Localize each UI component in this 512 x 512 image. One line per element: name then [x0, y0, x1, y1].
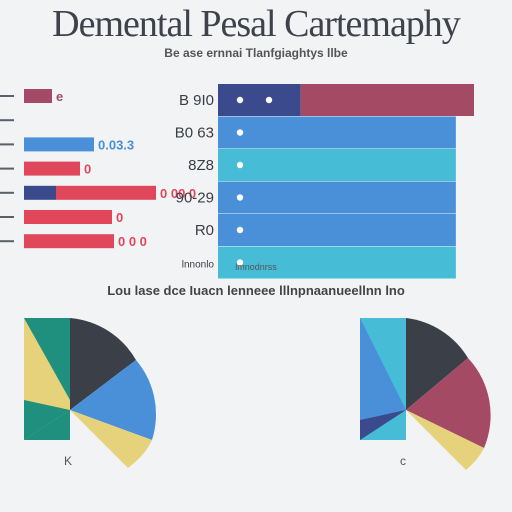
pie-slice	[360, 410, 406, 440]
left-bar-chart: e 0.03.3 0 0 00 0 0 0 0 0	[0, 89, 196, 249]
left-bar	[50, 234, 114, 249]
pie-block-wedge	[24, 318, 70, 400]
right-bar-segment	[300, 84, 474, 116]
pie-slice	[406, 410, 484, 470]
left-bar-value-label: 0 0 0	[118, 234, 147, 249]
right-bar	[218, 181, 456, 214]
right-bar-marker	[236, 259, 244, 266]
left-pie-label: K	[64, 454, 73, 468]
left-bar-value-label: e	[56, 89, 63, 104]
pie-slice	[70, 318, 136, 410]
left-bar-value-label: 0.03.3	[98, 137, 134, 152]
page-subtitle: Be ase ernnai Tlanfgiaghtys llbe	[164, 46, 348, 60]
left-bar-tick	[0, 143, 14, 146]
left-bar	[24, 210, 112, 224]
right-bar-marker	[265, 96, 273, 104]
right-bar-chart: B 9I0 B0 63 8Z8 90-29 R0 lnnonlo	[175, 84, 474, 279]
left-bar	[24, 137, 94, 152]
left-bar-tick	[0, 119, 14, 122]
left-bar	[24, 89, 52, 103]
right-bar	[218, 214, 456, 246]
pie-slice	[406, 358, 491, 448]
left-bar-value-label: 0 00 0	[160, 186, 196, 201]
left-bar-segment	[24, 185, 56, 200]
pie-slice	[70, 410, 152, 468]
left-bar-segment	[24, 234, 50, 249]
chart-caption: lmnodnrss	[235, 262, 277, 272]
right-bar-marker	[236, 226, 244, 234]
pie-block-wedge	[360, 318, 406, 410]
right-bar-marker	[236, 96, 244, 104]
right-bar-marker	[236, 194, 244, 201]
right-bar	[218, 246, 456, 279]
right-bar	[218, 116, 456, 149]
right-bar-category-label: B 9I0	[179, 92, 214, 109]
left-bar-tick	[0, 191, 14, 194]
pie-slice	[406, 318, 468, 410]
left-bar-tick	[0, 167, 14, 170]
left-bar-tick	[0, 95, 14, 97]
left-bar-tick	[0, 216, 14, 218]
right-bar-category-label: 90-29	[176, 190, 214, 207]
left-bar-value-label: 0	[84, 162, 91, 177]
right-bar	[218, 149, 456, 181]
right-bar-category-label: B0 63	[175, 125, 214, 142]
right-bar-category-label: lnnonlo	[182, 260, 215, 271]
pies-caption: Lou lase dce Iuacn lenneee lllnpnaanueel…	[107, 283, 405, 298]
right-pie-chart	[360, 318, 491, 470]
page-title: Demental Pesal Cartemaphy	[52, 3, 461, 45]
left-bar-value-label: 0	[116, 210, 123, 225]
right-bar-category-label: R0	[195, 222, 214, 239]
right-bar	[218, 84, 301, 116]
right-bar-category-label: 8Z8	[188, 157, 214, 174]
left-bar	[24, 161, 80, 176]
right-bar-marker	[236, 129, 244, 136]
left-bar	[56, 185, 156, 200]
pie-slice	[70, 360, 156, 440]
left-bar-tick	[0, 240, 14, 243]
right-bar-marker	[236, 161, 244, 169]
left-pie-chart	[24, 318, 156, 468]
right-pie-label: c	[400, 454, 406, 468]
pie-slice	[24, 400, 70, 440]
